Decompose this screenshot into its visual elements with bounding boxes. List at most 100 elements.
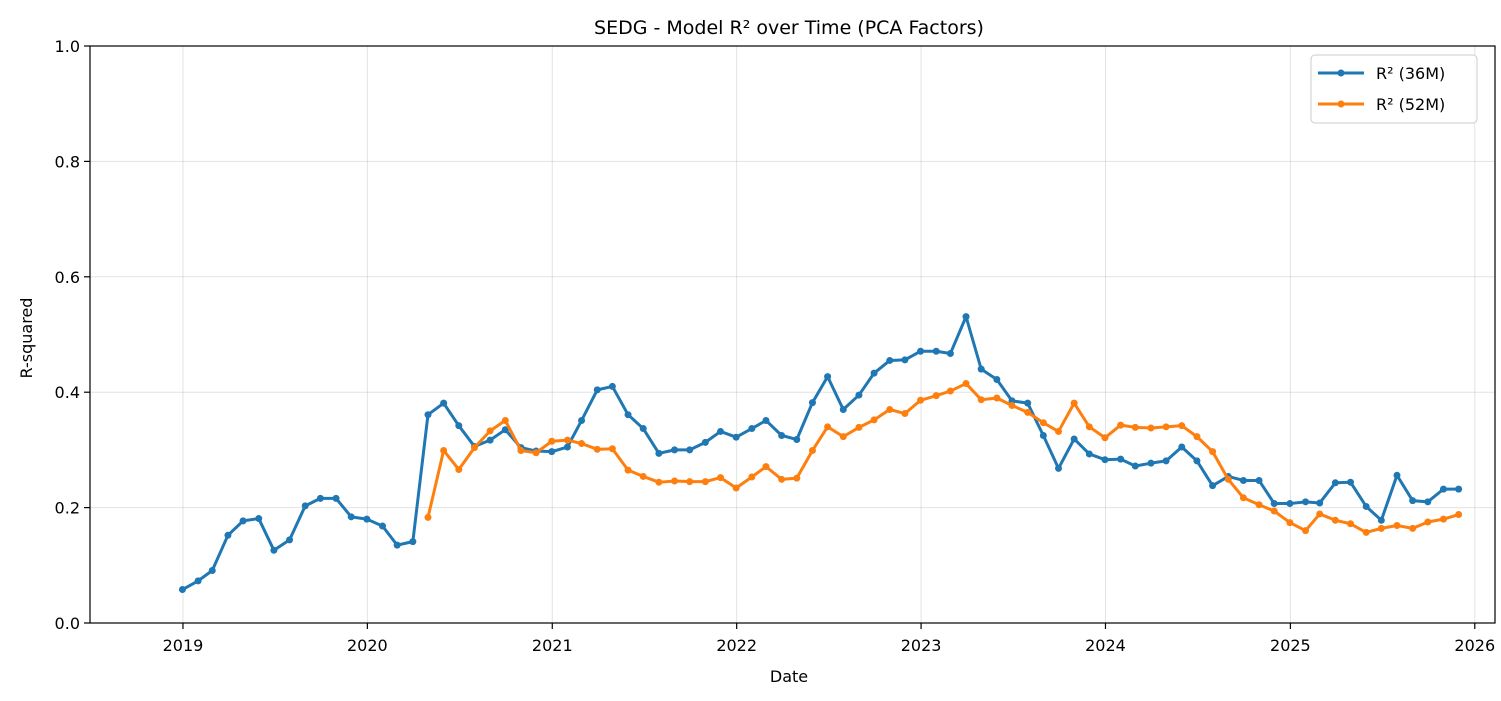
data-point bbox=[1024, 399, 1032, 407]
data-point bbox=[1424, 518, 1432, 526]
data-point bbox=[1270, 507, 1278, 515]
data-point bbox=[624, 466, 632, 474]
y-tick-label: 1.0 bbox=[55, 37, 80, 56]
data-point bbox=[748, 473, 756, 481]
data-point bbox=[732, 484, 740, 492]
data-point bbox=[1439, 485, 1447, 493]
y-tick-label: 0.2 bbox=[55, 499, 80, 518]
data-point bbox=[977, 396, 985, 404]
data-point bbox=[178, 586, 186, 594]
data-point bbox=[455, 466, 463, 474]
data-point bbox=[1039, 419, 1047, 427]
data-point bbox=[593, 386, 601, 394]
data-point bbox=[732, 433, 740, 441]
data-point bbox=[593, 445, 601, 453]
data-point bbox=[347, 513, 355, 521]
data-point bbox=[1101, 434, 1109, 442]
data-point bbox=[1377, 524, 1385, 532]
data-point bbox=[977, 365, 985, 373]
data-point bbox=[1362, 502, 1370, 510]
data-point bbox=[1239, 476, 1247, 484]
data-point bbox=[455, 422, 463, 430]
data-point bbox=[717, 474, 725, 482]
data-point bbox=[701, 438, 709, 446]
data-point bbox=[686, 478, 694, 486]
x-tick-label: 2025 bbox=[1270, 636, 1311, 655]
series-1 bbox=[424, 380, 1463, 536]
data-point bbox=[424, 513, 432, 521]
data-point bbox=[1409, 524, 1417, 532]
data-point bbox=[1085, 423, 1093, 431]
data-point bbox=[470, 444, 478, 452]
data-point bbox=[1193, 433, 1201, 441]
data-point bbox=[855, 423, 863, 431]
data-point bbox=[748, 425, 756, 433]
data-point bbox=[901, 410, 909, 418]
data-point bbox=[808, 446, 816, 454]
data-point bbox=[1255, 476, 1263, 484]
data-point bbox=[563, 443, 571, 451]
data-point bbox=[255, 515, 263, 523]
data-point bbox=[440, 399, 448, 407]
data-point bbox=[548, 448, 556, 456]
legend-label-52m: R² (52M) bbox=[1376, 95, 1445, 114]
data-point bbox=[886, 406, 894, 414]
data-point bbox=[1286, 500, 1294, 508]
data-point bbox=[917, 396, 925, 404]
data-point bbox=[1147, 424, 1155, 432]
data-point bbox=[932, 392, 940, 400]
data-point bbox=[393, 541, 401, 549]
y-tick-label: 0.8 bbox=[55, 152, 80, 171]
data-point bbox=[639, 425, 647, 433]
data-point bbox=[962, 313, 970, 321]
data-point bbox=[1224, 475, 1232, 483]
y-tick-label: 0.0 bbox=[55, 614, 80, 633]
data-point bbox=[824, 423, 832, 431]
axis-ticks: 2019 2020 2021 2022 2023 2024 2025 2026 0.0 0.2 0.… bbox=[55, 37, 1496, 655]
y-tick-label: 0.4 bbox=[55, 383, 80, 402]
data-point bbox=[1302, 527, 1310, 535]
data-point bbox=[1270, 500, 1278, 508]
data-point bbox=[1131, 462, 1139, 470]
data-point bbox=[424, 411, 432, 419]
data-point bbox=[486, 436, 494, 444]
data-point bbox=[932, 347, 940, 355]
legend-item-52m: R² (52M) bbox=[1318, 95, 1445, 114]
data-point bbox=[501, 416, 509, 424]
data-point bbox=[517, 446, 525, 454]
data-point bbox=[1331, 516, 1339, 524]
data-point bbox=[363, 515, 371, 523]
data-point bbox=[1070, 435, 1078, 443]
data-point bbox=[1117, 455, 1125, 463]
data-point bbox=[1255, 501, 1263, 509]
data-point bbox=[1286, 519, 1294, 527]
data-point bbox=[717, 427, 725, 435]
legend-label-36m: R² (36M) bbox=[1376, 64, 1445, 83]
data-point bbox=[793, 436, 801, 444]
data-point bbox=[778, 431, 786, 439]
data-point bbox=[608, 382, 616, 390]
data-point bbox=[1147, 459, 1155, 467]
data-point bbox=[1362, 528, 1370, 536]
data-point bbox=[270, 546, 278, 554]
x-tick-label: 2022 bbox=[716, 636, 757, 655]
data-point bbox=[962, 380, 970, 388]
data-point bbox=[671, 477, 679, 485]
data-point bbox=[671, 446, 679, 454]
data-point bbox=[1039, 431, 1047, 439]
data-point bbox=[1209, 448, 1217, 456]
data-point bbox=[808, 399, 816, 407]
data-point bbox=[239, 517, 247, 525]
data-point bbox=[655, 478, 663, 486]
data-point bbox=[1070, 399, 1078, 407]
data-point bbox=[639, 472, 647, 480]
legend: R² (36M) R² (52M) bbox=[1310, 54, 1478, 124]
data-point bbox=[286, 536, 294, 544]
x-tick-label: 2021 bbox=[532, 636, 573, 655]
data-point bbox=[1316, 510, 1324, 518]
data-point bbox=[946, 387, 954, 395]
x-tick-label: 2024 bbox=[1085, 636, 1126, 655]
data-point bbox=[224, 531, 232, 539]
